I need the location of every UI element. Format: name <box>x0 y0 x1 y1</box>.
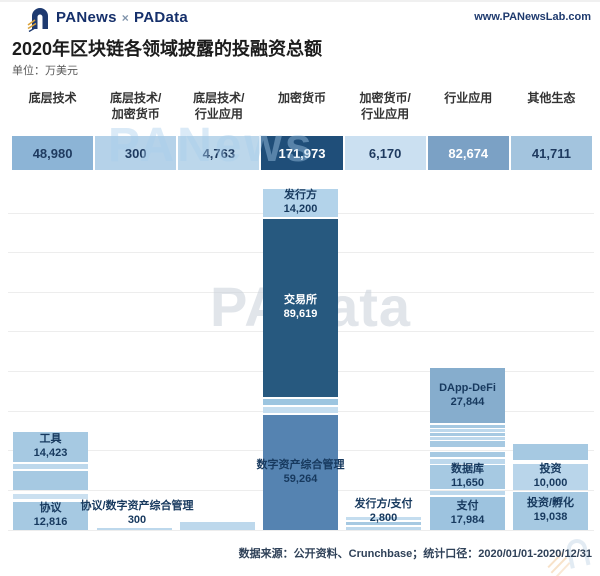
bar-segment-unlabeled <box>180 522 255 530</box>
category-header-row: 底层技术 底层技术/加密货币 底层技术/行业应用 加密货币 加密货币/行业应用 … <box>12 90 592 122</box>
bar-segment-unlabeled <box>13 471 88 490</box>
total-cell: 6,170 <box>344 136 426 170</box>
totals-band: 48,980 300 4,763 171,973 6,170 82,674 41… <box>12 136 592 170</box>
unit-label: 单位：万美元 <box>12 65 78 77</box>
label-protocol-asset-mgmt: 协议/数字资产综合管理 300 <box>80 500 194 526</box>
chart-title: 2020年区块链各领域披露的投融资总额 <box>12 39 323 59</box>
bar-segment-digital-asset-mgmt: 数字资产综合管理 59,264 <box>257 415 345 530</box>
bar-segment-investment-incubation: 投资/孵化 19,038 <box>513 492 588 530</box>
total-cell: 41,711 <box>510 136 592 170</box>
bar-segment-unlabeled <box>430 433 505 436</box>
total-cell: 300 <box>95 136 177 170</box>
bar-segment-unlabeled <box>13 464 88 469</box>
category-label: 其他生态 <box>527 91 576 105</box>
brand-panews: PANews <box>56 9 117 26</box>
category-label: 行业应用 <box>444 91 493 105</box>
category-label: 加密货币 <box>277 91 326 105</box>
bar-segment-unlabeled <box>346 527 421 530</box>
website-url: www.PANewsLab.com <box>474 11 591 23</box>
header: PANews × PAData www.PANewsLab.com <box>0 2 600 32</box>
bar-segment-database: 数据库 11,650 <box>430 463 505 489</box>
label-issuer-payment: 发行方/支付 2,800 <box>354 498 413 524</box>
bar-segment-unlabeled <box>430 491 505 495</box>
data-source-note: 数据来源：公开资料、Crunchbase；统计口径：2020/01/01-202… <box>238 548 592 560</box>
brand-padata: PAData <box>134 9 189 26</box>
bar-segment-unlabeled <box>430 425 505 428</box>
bar-segment-tiny <box>97 528 172 530</box>
category-label: 底层技术/加密货币 <box>110 91 162 122</box>
watermark-logo-ghost <box>547 539 591 576</box>
bar-segment-protocol: 协议 12,816 <box>13 502 88 530</box>
bar-segment-unlabeled <box>13 494 88 499</box>
bar-segment-unlabeled <box>430 441 505 447</box>
bar-segment-unlabeled <box>430 452 505 457</box>
bar-segment-unlabeled <box>346 517 421 520</box>
bar-segment-unlabeled <box>513 444 588 460</box>
bar-segment-exchange: 交易所 89,619 <box>263 219 338 397</box>
bar-segment-unlabeled <box>263 407 338 413</box>
bar-segment-unlabeled <box>430 437 505 440</box>
total-cell: 48,980 <box>12 136 94 170</box>
gridline <box>8 530 594 531</box>
total-cell: 82,674 <box>427 136 509 170</box>
bar-segment-unlabeled <box>430 459 505 464</box>
bar-segment-unlabeled <box>263 399 338 405</box>
category-label: 加密货币/行业应用 <box>359 91 411 122</box>
bar-segment-dapp-defi: DApp-DeFi 27,844 <box>430 368 505 423</box>
bar-segment-issuer: 发行方 14,200 <box>263 189 338 217</box>
bar-segment-investment: 投资 10,000 <box>513 463 588 490</box>
brand-text: PANews × PAData <box>56 9 188 26</box>
brand-separator: × <box>121 11 130 25</box>
bar-segment-payment: 支付 17,984 <box>430 497 505 530</box>
total-cell: 4,763 <box>178 136 260 170</box>
bar-segment-unlabeled <box>346 522 421 525</box>
category-label: 底层技术/行业应用 <box>193 91 245 122</box>
bar-segment-tools: 工具 14,423 <box>13 432 88 462</box>
bar-segment-unlabeled <box>430 429 505 432</box>
total-cell: 171,973 <box>261 136 343 170</box>
panews-magnet-icon <box>27 8 48 32</box>
category-label: 底层技术 <box>28 91 77 105</box>
